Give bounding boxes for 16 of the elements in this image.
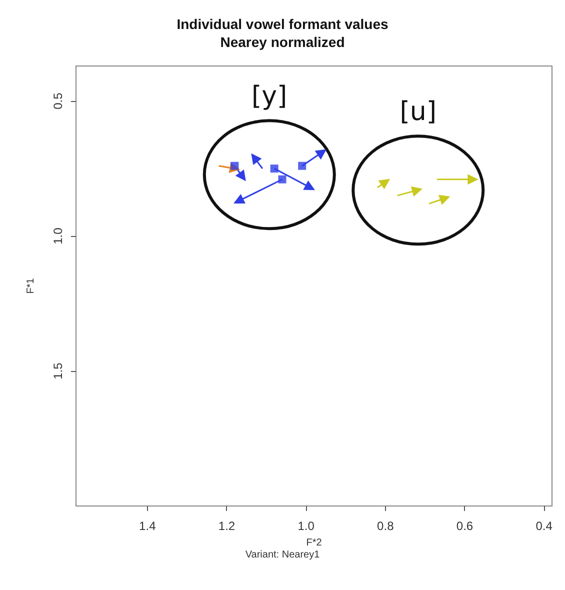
x-tick-label: 1.4 — [139, 519, 156, 533]
y-axis-title: F*1 — [26, 278, 36, 294]
y-tick-label: 0.5 — [51, 92, 65, 110]
x-tick-label: 0.6 — [456, 519, 474, 533]
annotation: [u] — [400, 97, 437, 128]
x-tick-label: 0.8 — [377, 519, 394, 533]
x-tick-label: 1.2 — [218, 519, 236, 533]
x-tick-label: 0.4 — [536, 519, 553, 533]
y-tick-label: 1.5 — [51, 362, 65, 380]
x-tick-label: 1.0 — [298, 519, 315, 533]
chart-title: Individual vowel formant values — [176, 16, 389, 32]
x-axis-title: F*2 — [306, 538, 322, 548]
chart-subtitle: Nearey normalized — [220, 34, 345, 50]
text: Variant: Nearey1 — [245, 550, 320, 560]
annotation: [y] — [252, 82, 288, 112]
y-tick-label: 1.0 — [51, 227, 65, 244]
